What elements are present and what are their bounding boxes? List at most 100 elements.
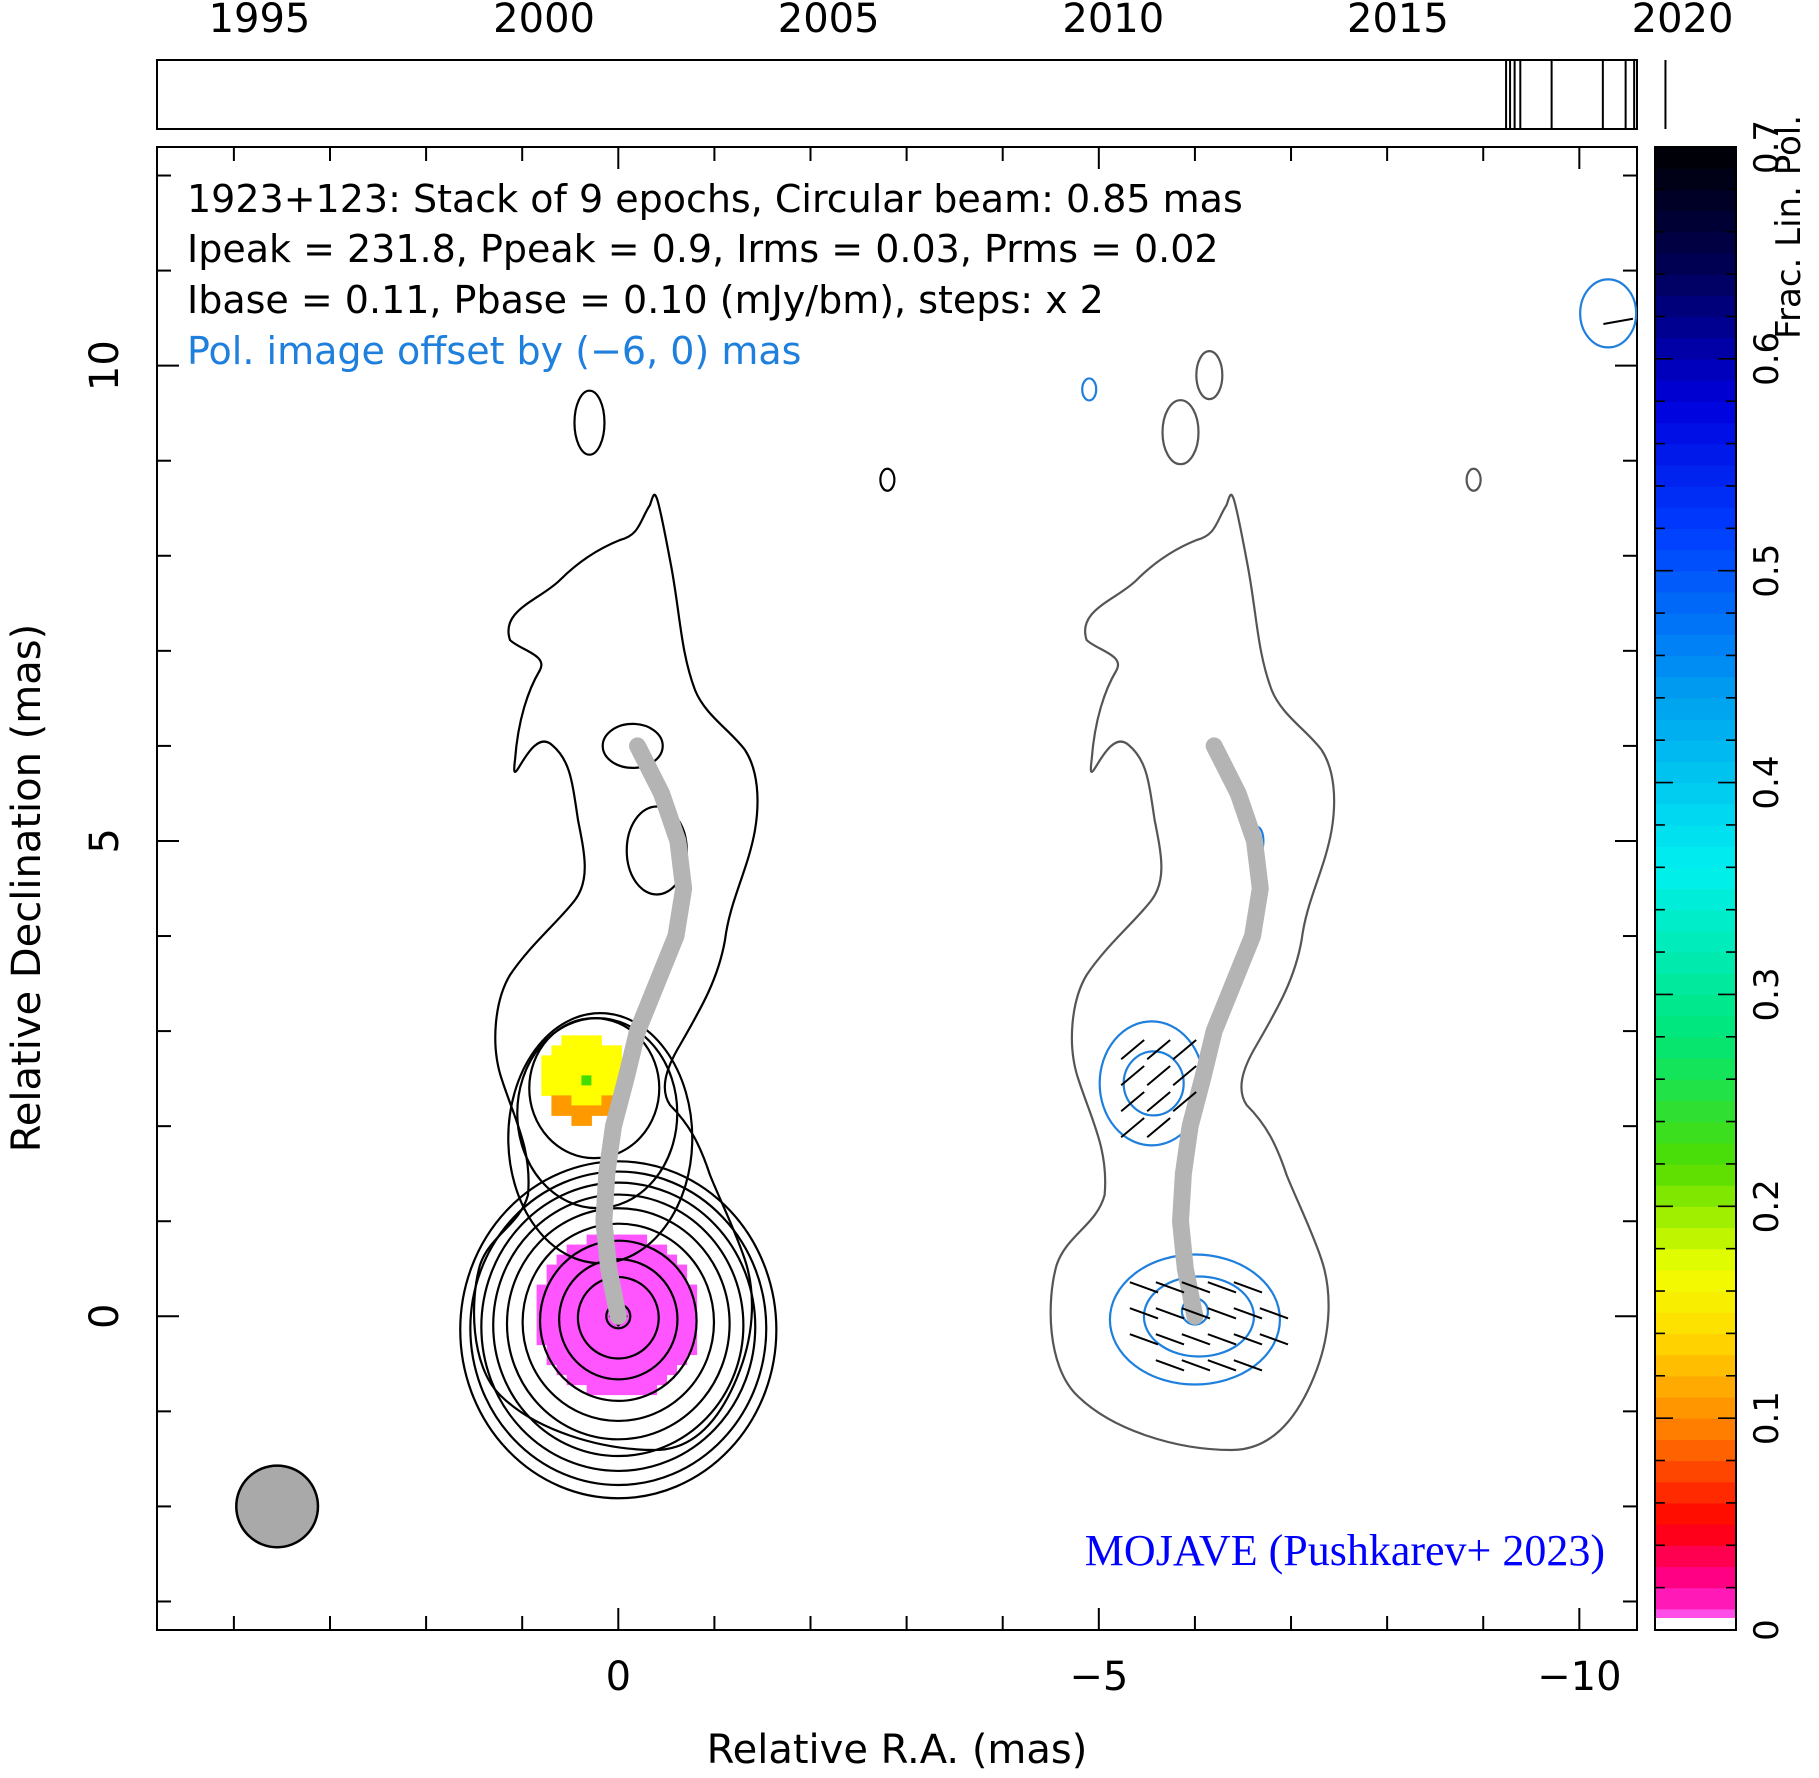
evpa-tick bbox=[1259, 1307, 1289, 1320]
fpol-pixel bbox=[601, 1055, 612, 1066]
colorbar-band bbox=[1656, 1248, 1735, 1271]
colorbar-band bbox=[1656, 485, 1735, 508]
fpol-pixel bbox=[606, 1384, 618, 1396]
fpol-pixel bbox=[616, 1324, 628, 1336]
fpol-pixel bbox=[551, 1095, 562, 1106]
evpa-tick bbox=[1155, 1359, 1185, 1372]
intensity-contour bbox=[601, 722, 664, 770]
fpol-pixel bbox=[636, 1274, 648, 1286]
colorbar-band bbox=[1656, 1354, 1735, 1377]
colorbar-band bbox=[1656, 613, 1735, 635]
timeline-year-label: 2010 bbox=[1062, 0, 1164, 42]
intensity-contours-offset bbox=[1049, 350, 1482, 1452]
fpol-pixel bbox=[581, 1045, 592, 1056]
evpa-tick bbox=[1146, 1065, 1171, 1087]
colorbar-band bbox=[1656, 952, 1735, 974]
fpol-pixel bbox=[556, 1274, 568, 1286]
fpol-pixel bbox=[616, 1384, 628, 1396]
y-axis-title: Relative Declination (mas) bbox=[4, 624, 50, 1152]
colorbar-band bbox=[1656, 358, 1735, 381]
pol-contour bbox=[1579, 278, 1637, 349]
fpol-pixel bbox=[536, 1314, 548, 1326]
fpol-pixel bbox=[636, 1384, 648, 1396]
colorbar-band bbox=[1656, 1545, 1735, 1568]
fpol-pixel bbox=[611, 1075, 622, 1086]
colorbar-band bbox=[1656, 464, 1735, 487]
y-tick-label: 10 bbox=[82, 340, 128, 391]
fpol-pixel bbox=[581, 1105, 592, 1116]
evpa-tick bbox=[1120, 1065, 1145, 1087]
colorbar-title: Frac. Lin. Pol. bbox=[1769, 115, 1809, 339]
colorbar-frame bbox=[1654, 146, 1737, 1631]
fpol-pixel bbox=[656, 1364, 668, 1376]
fpol-pixel bbox=[586, 1334, 598, 1346]
ridgeline-main bbox=[595, 737, 693, 1325]
colorbar-band bbox=[1656, 1502, 1735, 1525]
fpol-pixel bbox=[576, 1374, 588, 1386]
fpol-pixel bbox=[586, 1354, 598, 1366]
fpol-pixel bbox=[636, 1374, 648, 1386]
fpol-pixel bbox=[576, 1264, 588, 1276]
colorbar-band bbox=[1656, 634, 1735, 657]
fpol-pixel bbox=[676, 1324, 688, 1336]
colorbar-band bbox=[1656, 189, 1735, 212]
fpol-pixel bbox=[636, 1334, 648, 1346]
fpol-pixel bbox=[596, 1284, 608, 1296]
fpol-pixel bbox=[546, 1294, 558, 1306]
x-tick-label: −10 bbox=[1537, 1654, 1621, 1700]
fpol-pixel bbox=[561, 1065, 572, 1076]
colorbar-band bbox=[1656, 782, 1735, 805]
evpa-tick bbox=[1233, 1333, 1263, 1346]
fpol-pixel bbox=[596, 1364, 608, 1376]
plot-frame bbox=[156, 146, 1638, 1631]
fpol-pixel bbox=[586, 1264, 598, 1276]
evpa-tick bbox=[1120, 1039, 1145, 1061]
fpol-pixel bbox=[576, 1314, 588, 1326]
fpol-pixel bbox=[646, 1294, 658, 1306]
fpol-pixel bbox=[666, 1254, 678, 1266]
fpol-pixel bbox=[556, 1284, 568, 1296]
intensity-contour bbox=[558, 1258, 679, 1381]
fpol-pixel bbox=[581, 1055, 592, 1066]
fpol-pixel bbox=[676, 1294, 688, 1306]
fpol-pixel bbox=[561, 1075, 572, 1086]
fpol-pixel bbox=[556, 1304, 568, 1316]
colorbar-band bbox=[1656, 528, 1735, 551]
fpol-pixel bbox=[596, 1324, 608, 1336]
fpol-pixel bbox=[676, 1264, 688, 1276]
fpol-pixel bbox=[626, 1354, 638, 1366]
fpol-pixel bbox=[646, 1304, 658, 1316]
evpa-tick bbox=[1233, 1359, 1263, 1372]
fpol-pixel bbox=[576, 1274, 588, 1286]
intensity-contour bbox=[538, 1239, 698, 1402]
fpol-pixel bbox=[561, 1095, 572, 1106]
fpol-pixel bbox=[586, 1364, 598, 1376]
colorbar-band bbox=[1656, 168, 1735, 190]
fpol-pixel bbox=[646, 1344, 658, 1356]
fpol-pixel bbox=[556, 1324, 568, 1336]
fpol-pixel bbox=[581, 1115, 592, 1126]
colorbar-band bbox=[1656, 1206, 1735, 1229]
fpol-pixel bbox=[611, 1045, 622, 1056]
fpol-pixel bbox=[546, 1264, 558, 1276]
colorbar-band bbox=[1656, 1121, 1735, 1144]
intensity-contour bbox=[505, 1207, 731, 1441]
fpol-pixel bbox=[636, 1294, 648, 1306]
fpol-pixel bbox=[546, 1314, 558, 1326]
fpol-pixel bbox=[586, 1274, 598, 1286]
fpol-pixel bbox=[626, 1334, 638, 1346]
intensity-contours bbox=[459, 389, 896, 1500]
fpol-pixel bbox=[586, 1304, 598, 1316]
pol-contour bbox=[1081, 377, 1098, 402]
fpol-pixel bbox=[626, 1384, 638, 1396]
fpol-pixel bbox=[601, 1065, 612, 1076]
fpol-pixel bbox=[611, 1065, 622, 1076]
y-tick-label: 0 bbox=[82, 1304, 128, 1329]
colorbar-band bbox=[1656, 761, 1735, 784]
fpol-pixel bbox=[666, 1344, 678, 1356]
fpol-pixel bbox=[556, 1314, 568, 1326]
timeline-frame bbox=[156, 59, 1638, 130]
colorbar-band bbox=[1656, 549, 1735, 572]
y-tick-label: 5 bbox=[82, 828, 128, 853]
evpa-tick bbox=[1172, 1039, 1197, 1061]
